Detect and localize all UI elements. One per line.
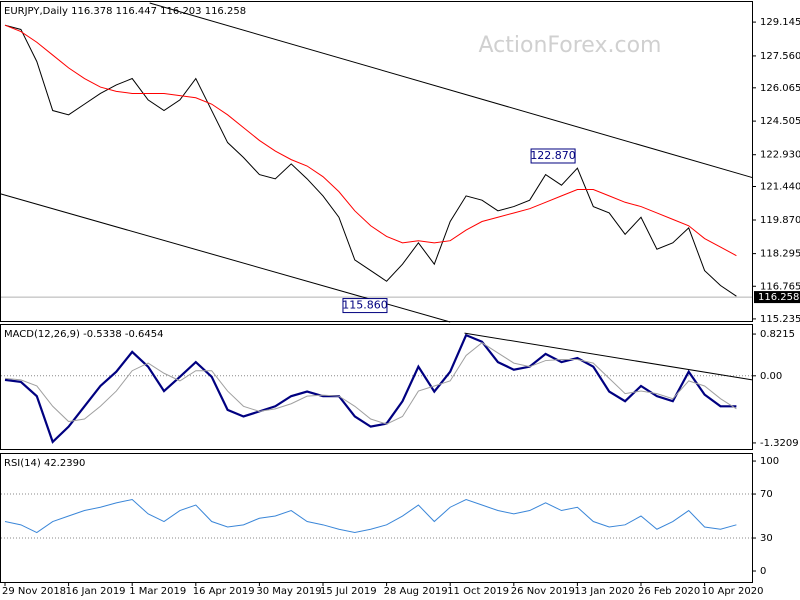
- series-line: [4, 498, 737, 534]
- y-tick-label: 115.235: [760, 314, 800, 325]
- x-tick-label: 16 Jan 2019: [66, 586, 126, 597]
- last-price-label: 116.258: [758, 292, 799, 303]
- x-tick-label: 10 Apr 2020: [702, 586, 764, 597]
- y-tick-label: 121.440: [760, 182, 800, 193]
- panel-title: EURJPY,Daily 116.378 116.447 116.203 116…: [4, 6, 246, 17]
- watermark: ActionForex.com: [479, 33, 662, 58]
- y-tick-label: 129.145: [760, 17, 800, 28]
- y-tick-label: 0.8215: [760, 329, 795, 340]
- x-tick-label: 29 Nov 2018: [2, 586, 66, 597]
- y-tick-label: -1.3209: [760, 438, 799, 449]
- last-price-box: [754, 291, 800, 304]
- y-tick-label: 127.560: [760, 51, 800, 62]
- y-tick-label: 126.065: [760, 83, 800, 94]
- y-tick-label: 118.295: [760, 249, 800, 260]
- panel-frame: [0, 324, 753, 450]
- annotation-label: 115.860: [342, 299, 388, 312]
- trendline: [464, 332, 753, 381]
- y-tick-label: 119.870: [760, 215, 800, 226]
- y-tick-label: 122.930: [760, 150, 800, 161]
- series-line: [4, 342, 737, 425]
- y-tick-label: 0.00: [760, 371, 782, 382]
- x-tick-label: 28 Aug 2019: [384, 586, 448, 597]
- x-tick-label: 26 Feb 2020: [638, 586, 700, 597]
- x-tick-label: 13 Jan 2020: [574, 586, 634, 597]
- annotation-box: [342, 298, 388, 314]
- annotation-box: [530, 148, 576, 164]
- x-tick-label: 1 Mar 2019: [129, 586, 186, 597]
- y-tick-label: 70: [760, 489, 773, 500]
- panel-title: RSI(14) 42.2390: [4, 458, 85, 469]
- x-tick-label: 11 Oct 2019: [447, 586, 509, 597]
- x-tick-label: 26 Nov 2019: [511, 586, 575, 597]
- panel-frame: [0, 1, 753, 322]
- x-tick-label: 16 Apr 2019: [193, 586, 255, 597]
- y-tick-label: 124.505: [760, 116, 800, 127]
- series-line: [4, 24, 737, 297]
- trendline: [149, 2, 753, 179]
- annotation-label: 122.870: [530, 149, 576, 162]
- panel-title: MACD(12,26,9) -0.5338 -0.6454: [4, 329, 164, 340]
- x-tick-label: 15 Jul 2019: [320, 586, 377, 597]
- y-tick-label: 30: [760, 533, 773, 544]
- y-tick-label: 100: [760, 456, 779, 467]
- panel-frame: [0, 453, 753, 583]
- y-tick-label: 0: [760, 566, 766, 577]
- series-line: [4, 333, 737, 444]
- series-line: [4, 24, 737, 257]
- y-tick-label: 116.765: [760, 281, 800, 292]
- x-tick-label: 30 May 2019: [256, 586, 321, 597]
